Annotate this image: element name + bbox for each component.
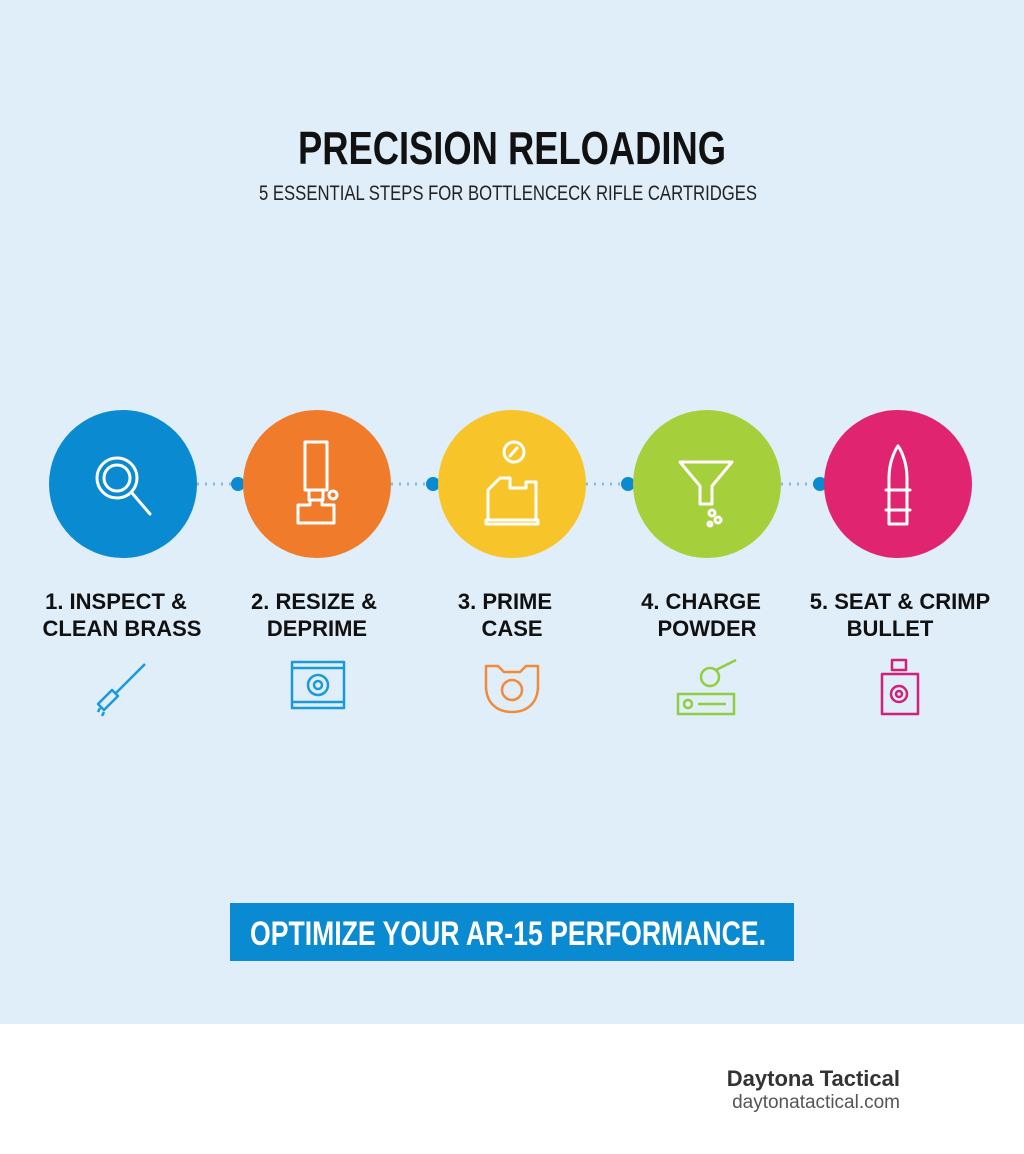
step-label: CASE bbox=[481, 616, 542, 641]
footer-background bbox=[0, 1024, 1024, 1154]
step-label: 4. CHARGE bbox=[641, 589, 761, 614]
step-label: 2. RESIZE & bbox=[251, 589, 377, 614]
step-label: CLEAN BRASS bbox=[43, 616, 202, 641]
step-label: 1. INSPECT & bbox=[45, 589, 187, 614]
subtitle: 5 ESSENTIAL STEPS FOR BOTTLENCECK RIFLE … bbox=[259, 182, 757, 205]
brand-url: daytonatactical.com bbox=[732, 1092, 900, 1113]
step-label: 5. SEAT & CRIMP bbox=[810, 589, 991, 614]
step-icons bbox=[95, 440, 912, 528]
step-label: BULLET bbox=[847, 616, 934, 641]
step-circles bbox=[49, 410, 972, 558]
banner bbox=[230, 903, 794, 961]
step-label: 3. PRIME bbox=[458, 589, 552, 614]
step-label: DEPRIME bbox=[267, 616, 367, 641]
title: PRECISION RELOADING bbox=[298, 122, 726, 174]
banner-text: OPTIMIZE YOUR AR-15 PERFORMANCE. bbox=[250, 915, 766, 953]
step-labels: 1. INSPECT & CLEAN BRASS 2. RESIZE & DEP… bbox=[43, 589, 991, 641]
brand-name: Daytona Tactical bbox=[727, 1066, 900, 1091]
connector-dots bbox=[231, 477, 827, 491]
step-label: POWDER bbox=[658, 616, 757, 641]
tool-icons bbox=[96, 658, 920, 717]
